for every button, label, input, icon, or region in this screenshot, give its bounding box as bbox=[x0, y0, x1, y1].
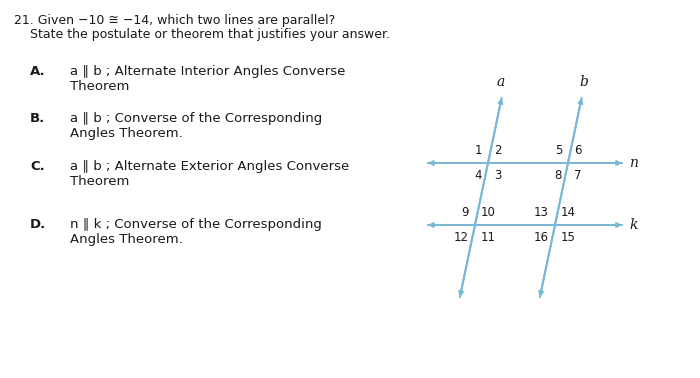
Text: 3: 3 bbox=[494, 169, 501, 182]
Text: b: b bbox=[580, 75, 589, 89]
Text: 4: 4 bbox=[475, 169, 482, 182]
Text: 6: 6 bbox=[574, 144, 582, 157]
Text: 15: 15 bbox=[561, 231, 576, 244]
Text: Theorem: Theorem bbox=[70, 175, 130, 188]
Text: k: k bbox=[629, 218, 638, 232]
Text: 10: 10 bbox=[481, 206, 496, 219]
Text: Theorem: Theorem bbox=[70, 80, 130, 93]
Text: C.: C. bbox=[30, 160, 45, 173]
Text: D.: D. bbox=[30, 218, 46, 231]
Text: 14: 14 bbox=[561, 206, 576, 219]
Text: 13: 13 bbox=[534, 206, 549, 219]
Text: 2: 2 bbox=[494, 144, 501, 157]
Text: Angles Theorem.: Angles Theorem. bbox=[70, 233, 183, 246]
Text: A.: A. bbox=[30, 65, 46, 78]
Text: 21. Given −10 ≅ −14, which two lines are parallel?: 21. Given −10 ≅ −14, which two lines are… bbox=[14, 14, 335, 27]
Text: 1: 1 bbox=[475, 144, 482, 157]
Text: a ∥ b ; Alternate Interior Angles Converse: a ∥ b ; Alternate Interior Angles Conver… bbox=[70, 65, 345, 78]
Text: n ∥ k ; Converse of the Corresponding: n ∥ k ; Converse of the Corresponding bbox=[70, 218, 322, 231]
Text: 8: 8 bbox=[554, 169, 562, 182]
Text: Angles Theorem.: Angles Theorem. bbox=[70, 127, 183, 140]
Text: B.: B. bbox=[30, 112, 46, 125]
Text: a ∥ b ; Converse of the Corresponding: a ∥ b ; Converse of the Corresponding bbox=[70, 112, 322, 125]
Text: 5: 5 bbox=[554, 144, 562, 157]
Text: 11: 11 bbox=[481, 231, 496, 244]
Text: 7: 7 bbox=[574, 169, 582, 182]
Text: a ∥ b ; Alternate Exterior Angles Converse: a ∥ b ; Alternate Exterior Angles Conver… bbox=[70, 160, 349, 173]
Text: 12: 12 bbox=[454, 231, 469, 244]
Text: State the postulate or theorem that justifies your answer.: State the postulate or theorem that just… bbox=[14, 28, 390, 41]
Text: 16: 16 bbox=[534, 231, 549, 244]
Text: n: n bbox=[629, 156, 638, 170]
Text: 9: 9 bbox=[461, 206, 469, 219]
Text: a: a bbox=[496, 75, 505, 89]
